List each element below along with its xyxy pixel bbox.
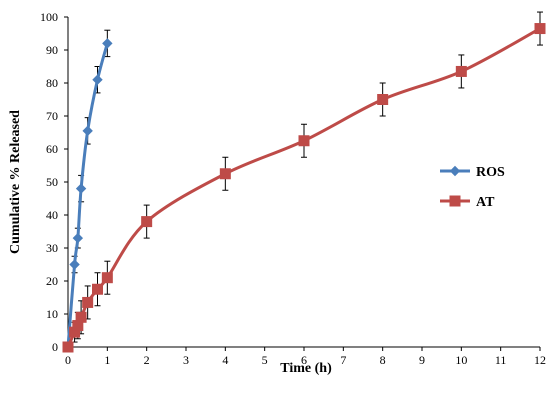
legend: ROS AT xyxy=(440,165,505,210)
legend-label-at: AT xyxy=(476,195,495,210)
data-point-ros xyxy=(92,74,103,85)
y-tick-label: 60 xyxy=(46,142,58,156)
series-line-at xyxy=(66,27,541,348)
x-tick-label: 1 xyxy=(104,353,110,367)
x-tick-label: 11 xyxy=(495,353,507,367)
x-tick-label: 9 xyxy=(419,353,425,367)
data-point-at xyxy=(141,216,153,228)
x-tick-label: 5 xyxy=(262,353,268,367)
data-point-ros xyxy=(72,232,84,244)
y-tick-label: 90 xyxy=(46,43,58,57)
data-point-at xyxy=(377,94,389,105)
series-layer xyxy=(62,11,546,353)
series-at xyxy=(62,11,546,353)
y-tick-label: 100 xyxy=(40,10,58,24)
y-tick-label: 20 xyxy=(46,274,58,288)
x-tick-label: 4 xyxy=(222,353,228,367)
legend-label-ros: ROS xyxy=(476,165,505,180)
axes xyxy=(64,16,541,351)
data-point-ros xyxy=(102,38,113,49)
data-point-at xyxy=(534,23,546,35)
data-point-at xyxy=(219,168,231,180)
y-tick-label: 80 xyxy=(46,76,58,90)
y-tick-label: 30 xyxy=(46,241,58,255)
data-point-ros xyxy=(75,183,87,194)
data-point-ros xyxy=(82,125,93,137)
x-tick-label: 0 xyxy=(65,353,71,367)
y-axis-title: Cumulative % Released xyxy=(8,110,23,254)
x-tick-labels: 0 1 2 3 4 5 6 7 8 9 10 11 12 xyxy=(65,353,546,367)
data-point-ros xyxy=(69,259,80,270)
data-point-at xyxy=(298,135,310,147)
x-tick-label: 8 xyxy=(380,353,386,367)
legend-marker-at xyxy=(449,195,461,207)
x-tick-label: 2 xyxy=(144,353,150,367)
data-point-at xyxy=(455,65,467,77)
y-tick-label: 50 xyxy=(46,175,58,189)
legend-marker-ros xyxy=(449,165,461,177)
y-tick-label: 70 xyxy=(46,109,58,123)
data-point-at xyxy=(92,283,103,295)
legend-item-ros: ROS xyxy=(440,165,505,180)
y-tick-label: 0 xyxy=(52,340,58,354)
x-tick-label: 3 xyxy=(183,353,189,367)
x-tick-label: 7 xyxy=(340,353,346,367)
legend-item-at: AT xyxy=(440,195,495,210)
x-tick-label: 6 xyxy=(301,353,307,367)
x-tick-label: 10 xyxy=(455,353,467,367)
data-point-at xyxy=(82,296,94,308)
data-point-at xyxy=(101,272,113,284)
x-axis-title: Time (h) xyxy=(280,361,332,376)
y-tick-label: 10 xyxy=(46,307,58,321)
data-point-at xyxy=(62,341,74,353)
data-point-at xyxy=(75,311,87,323)
series-ros xyxy=(62,29,113,353)
x-tick-label: 12 xyxy=(534,353,546,367)
y-tick-labels: 0 10 20 30 40 50 60 70 80 90 100 xyxy=(40,10,58,354)
y-tick-label: 40 xyxy=(46,208,58,222)
